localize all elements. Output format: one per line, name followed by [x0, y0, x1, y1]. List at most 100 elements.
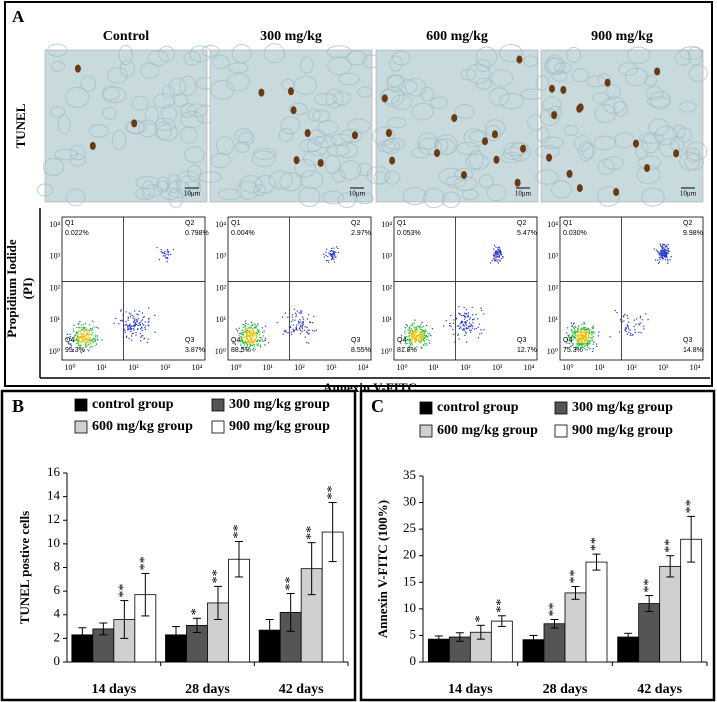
flow-event — [452, 328, 454, 331]
flow-event — [586, 328, 589, 330]
flow-event — [581, 343, 583, 345]
cell-texture — [547, 56, 561, 74]
flow-event — [406, 339, 408, 341]
significance-mark: ** — [283, 576, 298, 590]
flow-event — [412, 322, 414, 325]
flow-event — [82, 333, 84, 335]
cell-texture — [423, 187, 446, 209]
flow-event — [580, 336, 582, 339]
flow-event — [409, 338, 411, 340]
flow-event — [254, 348, 257, 350]
flow-event — [659, 254, 661, 256]
flow-event — [257, 330, 259, 332]
flow-event — [250, 342, 253, 344]
flow-event — [263, 330, 265, 332]
stained-nucleus — [74, 64, 81, 73]
flow-event — [581, 338, 583, 340]
flow-event — [582, 328, 584, 330]
flow-event — [581, 331, 584, 333]
flow-event — [588, 331, 590, 333]
significance-mark: ** — [304, 526, 319, 540]
flow-event — [70, 339, 73, 341]
flow-event — [80, 352, 82, 354]
flow-event — [240, 340, 243, 342]
flow-event — [265, 325, 267, 327]
flow-event — [299, 321, 302, 323]
flow-event — [663, 247, 665, 249]
flow-event — [113, 322, 115, 324]
flow-event — [77, 333, 79, 335]
cell-texture — [535, 75, 550, 91]
flow-event — [77, 341, 79, 343]
flow-event — [323, 253, 325, 255]
flow-event — [335, 251, 337, 254]
flow-event — [421, 340, 423, 342]
significance-mark: ** — [589, 537, 604, 551]
flow-x-tick: 10³ — [326, 363, 337, 372]
flow-event — [243, 346, 245, 348]
flow-event — [247, 344, 249, 346]
flow-event — [329, 254, 331, 256]
stained-nucleus — [546, 153, 553, 162]
flow-event — [81, 335, 83, 337]
flow-event — [408, 340, 411, 342]
flow-event — [333, 247, 335, 249]
flow-event — [670, 255, 672, 258]
flow-event — [423, 338, 425, 340]
flow-event — [423, 334, 425, 336]
flow-event — [82, 326, 85, 328]
flow-x-tick: 10² — [128, 363, 139, 372]
flow-event — [475, 327, 477, 330]
flow-event — [240, 335, 242, 338]
flow-event — [133, 315, 135, 318]
flow-event — [399, 340, 402, 343]
flow-event — [240, 337, 242, 339]
flow-event — [254, 326, 256, 329]
flow-plot — [61, 216, 206, 361]
flow-event — [246, 338, 248, 340]
flow-event — [94, 334, 96, 336]
flow-event — [627, 317, 629, 319]
flow-event — [87, 348, 89, 351]
flow-event — [255, 324, 257, 326]
flow-event — [666, 253, 668, 256]
flow-event — [468, 322, 471, 324]
flow-event — [96, 336, 98, 338]
flow-event — [238, 335, 240, 337]
flow-event — [584, 339, 586, 341]
flow-event — [661, 248, 663, 250]
flow-event — [458, 312, 460, 314]
cell-texture — [551, 180, 573, 199]
flow-event — [573, 322, 575, 325]
flow-event — [237, 341, 239, 343]
flow-y-tick: 10³ — [50, 252, 61, 261]
flow-event — [253, 333, 255, 336]
flow-event — [408, 346, 410, 349]
flow-event — [462, 325, 464, 327]
flow-event — [407, 329, 409, 331]
cell-texture — [347, 118, 371, 134]
stained-nucleus — [89, 141, 96, 150]
flow-event — [480, 307, 482, 309]
flow-event — [139, 332, 142, 335]
stained-nucleus — [434, 149, 441, 158]
flow-event — [308, 332, 310, 335]
flow-event — [156, 246, 158, 249]
cell-texture — [563, 124, 579, 137]
flow-event — [665, 252, 667, 254]
flow-event — [414, 329, 416, 332]
flow-event — [290, 320, 292, 323]
flow-event — [633, 319, 635, 321]
flow-event — [579, 334, 581, 337]
flow-event — [82, 336, 84, 338]
significance-mark: ** — [547, 602, 562, 616]
flow-event — [572, 332, 574, 335]
cell-texture — [441, 191, 461, 208]
flow-event — [249, 338, 252, 340]
cell-texture — [672, 124, 686, 139]
flow-event — [166, 250, 169, 252]
flow-event — [127, 328, 130, 330]
cell-texture — [388, 55, 403, 72]
y-axis-label: TUNEL postive cells — [17, 511, 32, 624]
flow-event — [141, 326, 143, 328]
